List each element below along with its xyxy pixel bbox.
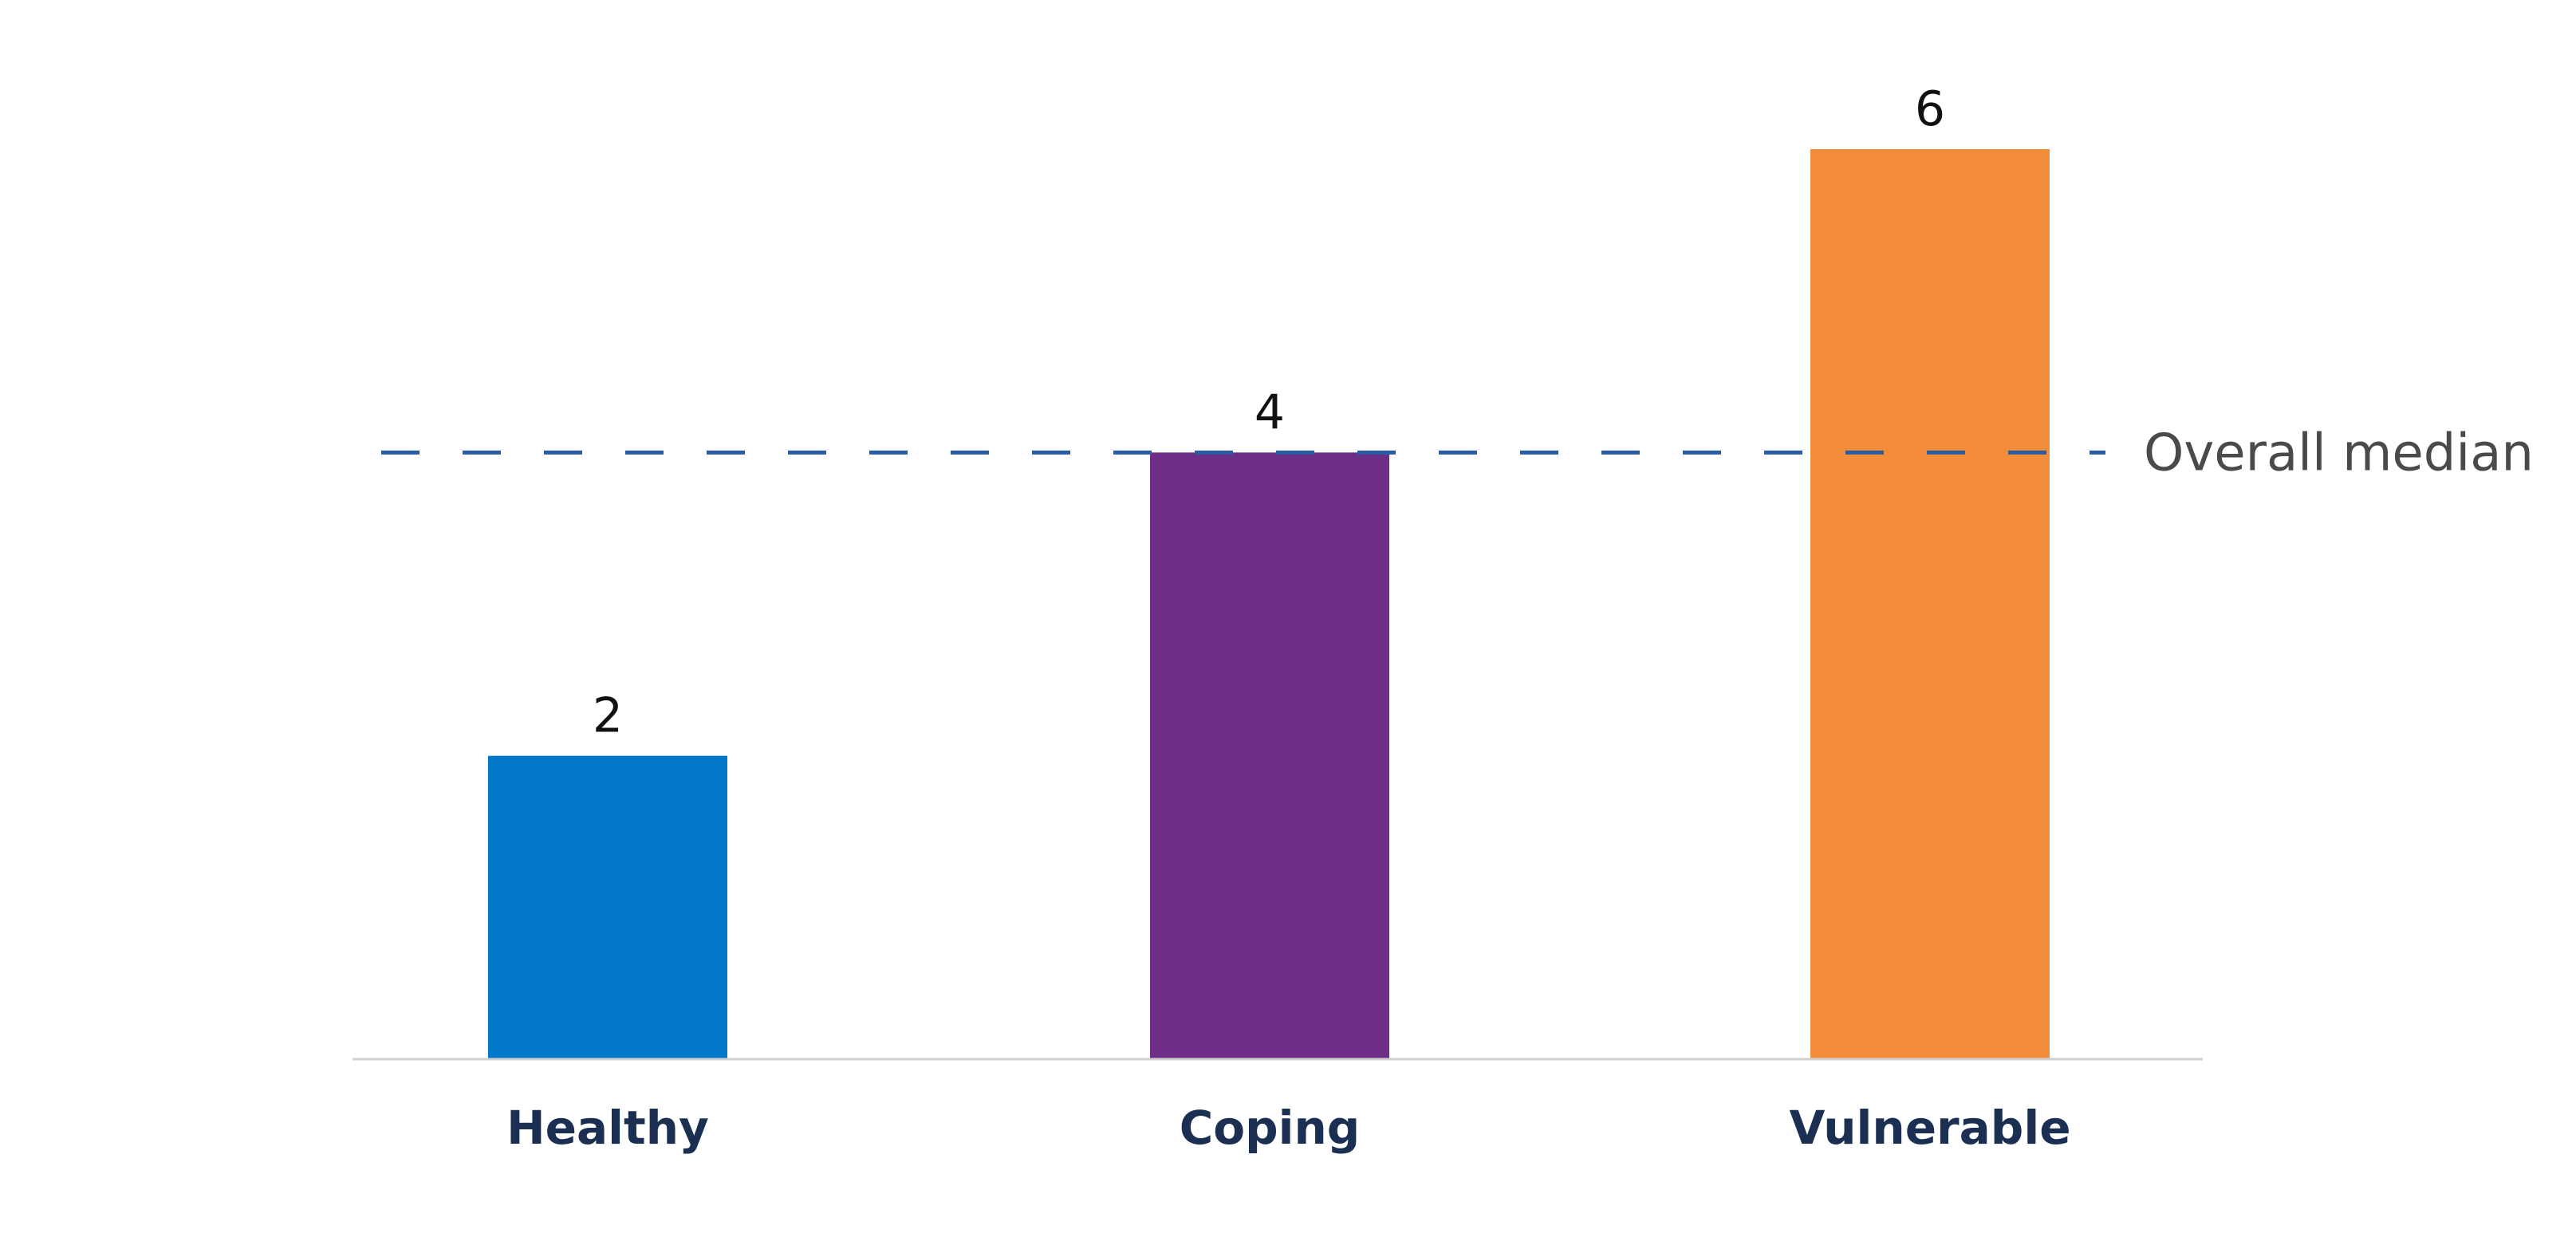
bars-group <box>488 149 2050 1059</box>
bar-healthy <box>488 755 727 1059</box>
bar-coping <box>1150 452 1389 1059</box>
overall-median-label: Overall median <box>2144 424 2534 483</box>
category-labels-group: Healthy Coping Vulnerable <box>506 1101 2070 1155</box>
value-label-healthy: 2 <box>593 688 623 744</box>
category-label-coping: Coping <box>1180 1101 1361 1155</box>
value-label-coping: 4 <box>1255 384 1285 440</box>
bar-vulnerable <box>1810 149 2050 1059</box>
value-label-vulnerable: 6 <box>1915 81 1945 137</box>
value-labels-group: 2 4 6 <box>593 81 1945 744</box>
category-label-healthy: Healthy <box>506 1101 709 1155</box>
category-label-vulnerable: Vulnerable <box>1789 1101 2070 1155</box>
